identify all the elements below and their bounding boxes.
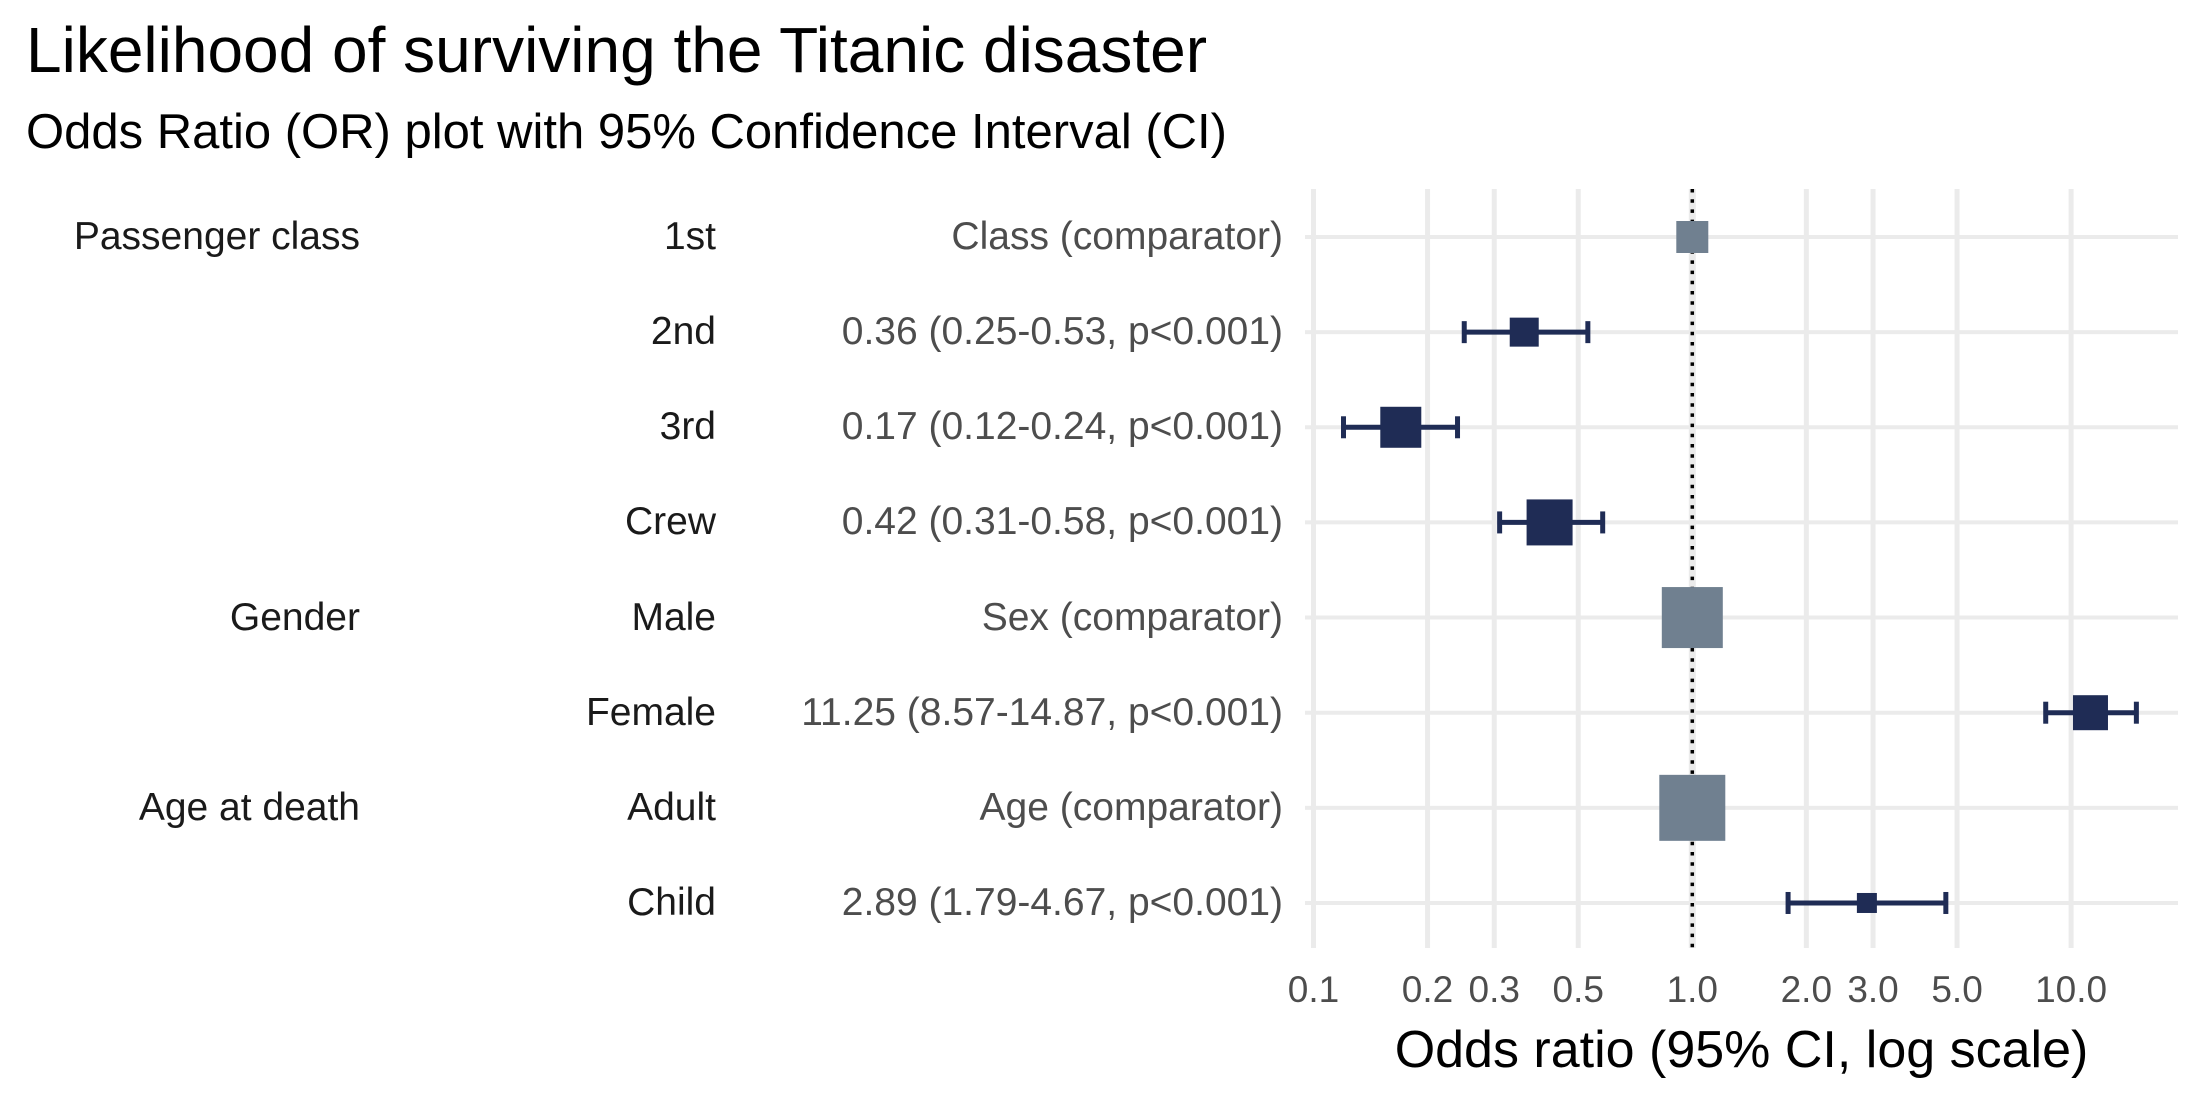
plot-canvas bbox=[1305, 189, 2178, 948]
row-annotation: 2.89 (1.79-4.67, p<0.001) bbox=[841, 880, 1283, 924]
x-tick-label: 1.0 bbox=[1666, 969, 1719, 1010]
x-tick-label: 2.0 bbox=[1780, 969, 1833, 1010]
row-category-label: Crew bbox=[624, 500, 716, 544]
x-tick-label: 5.0 bbox=[1931, 969, 1983, 1010]
estimate-square bbox=[2072, 695, 2108, 731]
row-category-label: 1st bbox=[663, 215, 716, 258]
chart-subtitle: Odds Ratio (OR) plot with 95% Confidence… bbox=[26, 105, 1227, 159]
row-annotation: Class (comparator) bbox=[951, 215, 1283, 258]
row-annotation: Sex (comparator) bbox=[981, 595, 1283, 639]
row-annotation: Age (comparator) bbox=[979, 785, 1283, 829]
row-annotation: 0.42 (0.31-0.58, p<0.001) bbox=[841, 500, 1283, 544]
row-category-label: Adult bbox=[627, 785, 716, 829]
x-tick-label: 0.1 bbox=[1287, 969, 1340, 1010]
row-category-label: 3rd bbox=[659, 405, 716, 449]
row-group-label: Gender bbox=[229, 595, 360, 639]
plot-panel bbox=[1305, 189, 2178, 948]
row-category-label: Child bbox=[627, 880, 716, 924]
row-group-label: Passenger class bbox=[73, 215, 360, 258]
estimate-square bbox=[1856, 892, 1877, 913]
estimate-square bbox=[1509, 317, 1539, 347]
x-tick-label: 0.2 bbox=[1401, 969, 1454, 1010]
chart-title: Likelihood of surviving the Titanic disa… bbox=[26, 14, 1208, 86]
x-tick-label: 10.0 bbox=[2035, 969, 2108, 1010]
row-annotation: 0.17 (0.12-0.24, p<0.001) bbox=[841, 405, 1283, 449]
x-axis-title: Odds ratio (95% CI, log scale) bbox=[1394, 1021, 2089, 1079]
x-tick-label: 0.5 bbox=[1552, 969, 1604, 1010]
comparator-square bbox=[1676, 221, 1709, 253]
estimate-square bbox=[1526, 499, 1573, 546]
row-annotation: 0.36 (0.25-0.53, p<0.001) bbox=[841, 310, 1283, 354]
x-tick-label: 0.3 bbox=[1468, 969, 1520, 1010]
comparator-square bbox=[1659, 774, 1726, 841]
row-category-label: Male bbox=[631, 595, 716, 639]
row-category-label: Female bbox=[585, 690, 716, 734]
row-group-label: Age at death bbox=[138, 785, 360, 829]
row-annotation: 11.25 (8.57-14.87, p<0.001) bbox=[801, 690, 1283, 734]
row-category-label: 2nd bbox=[650, 310, 716, 354]
x-tick-label: 3.0 bbox=[1847, 969, 1899, 1010]
comparator-square bbox=[1661, 587, 1723, 649]
estimate-square bbox=[1380, 406, 1422, 448]
